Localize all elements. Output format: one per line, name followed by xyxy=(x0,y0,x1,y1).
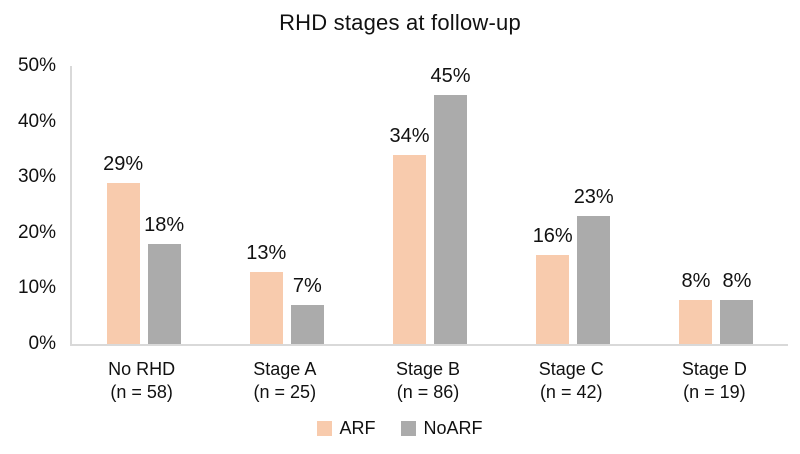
bar-value-label: 18% xyxy=(144,213,185,236)
bar-arf xyxy=(679,299,713,344)
bar-value-label: 23% xyxy=(573,186,614,209)
bar-group: 8% 8% xyxy=(645,66,788,344)
bar-column-arf: 29% xyxy=(103,66,143,344)
y-tick-label: 40% xyxy=(17,110,56,132)
bar-group: 29% 18% xyxy=(72,66,215,344)
bar-column-arf: 16% xyxy=(533,66,573,344)
category-label: Stage B (n = 86) xyxy=(356,358,499,403)
legend-swatch-icon xyxy=(317,420,333,436)
bar-group: 34% 45% xyxy=(358,66,501,344)
category-n-count: (n = 86) xyxy=(396,381,460,402)
bar-noarf xyxy=(720,299,754,344)
y-tick-label: 30% xyxy=(17,166,56,188)
category-n-count: (n = 19) xyxy=(683,381,746,402)
category-name: Stage D xyxy=(681,359,747,379)
legend-label: NoARF xyxy=(423,418,483,438)
category-label: Stage A (n = 25) xyxy=(213,358,356,403)
bar-column-noarf: 7% xyxy=(290,66,324,344)
bar-arf xyxy=(249,271,283,344)
category-name: Stage A xyxy=(253,359,317,379)
bar-value-label: 8% xyxy=(681,269,711,292)
bar-noarf xyxy=(290,305,324,344)
legend-label: ARF xyxy=(339,418,376,438)
y-tick-label: 50% xyxy=(17,55,56,76)
bar-column-noarf: 23% xyxy=(574,66,614,344)
bar-value-label: 7% xyxy=(292,275,322,298)
bar-group: 13% 7% xyxy=(215,66,358,344)
y-axis: 0% 10% 20% 30% 40% 50% xyxy=(0,55,56,354)
bar-column-arf: 8% xyxy=(679,66,713,344)
bar-value-label: 34% xyxy=(389,124,430,147)
bar-value-label: 45% xyxy=(430,65,471,87)
legend-item-noarf: NoARF xyxy=(401,418,483,438)
plot-area: 29% 18% 13% 7% 34% 45% 16% 23% 8% 8% xyxy=(70,66,788,346)
bar-value-label: 8% xyxy=(722,269,752,292)
bar-arf xyxy=(106,182,140,344)
bar-column-noarf: 8% xyxy=(720,66,754,344)
category-label: Stage D (n = 19) xyxy=(643,358,786,403)
y-tick-label: 0% xyxy=(28,333,56,354)
y-tick-label: 20% xyxy=(17,221,56,243)
bar-column-noarf: 45% xyxy=(430,66,471,344)
bar-noarf xyxy=(434,95,467,344)
legend-item-arf: ARF xyxy=(317,419,375,437)
bar-column-arf: 13% xyxy=(246,66,286,344)
bar-value-label: 16% xyxy=(532,225,573,248)
bar-value-label: 13% xyxy=(246,241,287,264)
legend-swatch-icon xyxy=(401,420,417,436)
category-n-count: (n = 25) xyxy=(253,381,317,402)
category-n-count: (n = 58) xyxy=(110,381,173,402)
category-name: No RHD xyxy=(108,359,176,379)
bar-column-arf: 34% xyxy=(389,66,430,344)
bar-arf xyxy=(536,255,570,344)
bar-value-label: 29% xyxy=(103,152,144,175)
y-tick-label: 10% xyxy=(17,277,56,299)
chart-title: RHD stages at follow-up xyxy=(279,10,521,35)
category-label: No RHD (n = 58) xyxy=(70,358,213,403)
bar-group: 16% 23% xyxy=(502,66,645,344)
bar-arf xyxy=(393,154,426,344)
category-name: Stage C xyxy=(538,359,604,379)
x-axis-labels: No RHD (n = 58) Stage A (n = 25) Stage B (n =… xyxy=(70,358,786,403)
legend: ARF NoARF xyxy=(0,419,800,437)
bar-column-noarf: 18% xyxy=(144,66,184,344)
category-label: Stage C (n = 42) xyxy=(500,358,643,403)
category-n-count: (n = 42) xyxy=(539,381,603,402)
bar-noarf xyxy=(577,216,611,344)
bar-noarf xyxy=(147,243,181,344)
category-name: Stage B xyxy=(395,359,461,379)
